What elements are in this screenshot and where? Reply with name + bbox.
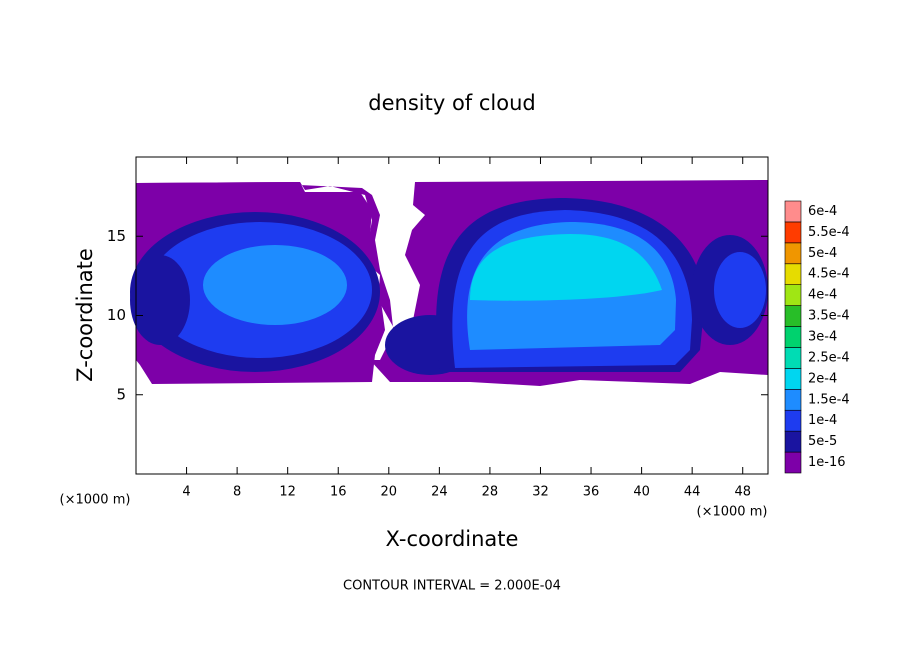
colorbar-box: [784, 221, 802, 244]
x-tick-label: 4: [182, 485, 190, 500]
x-tick-label: 28: [482, 485, 499, 500]
colorbar-label: 2e-4: [808, 371, 837, 386]
colorbar-box: [784, 263, 802, 285]
colorbar-label: 6e-4: [808, 204, 837, 219]
colorbar-label: 5e-5: [808, 434, 837, 449]
colorbar-label: 3e-4: [808, 330, 837, 345]
cloud-region: [470, 234, 662, 301]
x-axis-label: X-coordinate: [386, 527, 519, 551]
colorbar-box: [784, 368, 802, 390]
colorbar-label: 3.5e-4: [808, 309, 850, 324]
colorbar-label: 4.5e-4: [808, 267, 850, 282]
colorbar-label: 5.5e-4: [808, 225, 850, 240]
x-tick-label: 8: [233, 485, 241, 500]
colorbar-box: [784, 242, 802, 265]
x-tick-label: 36: [583, 485, 600, 500]
x-tick-label: 48: [734, 485, 751, 500]
footer: CONTOUR INTERVAL = 2.000E-04: [343, 579, 561, 594]
colorbar-label: 1e-4: [808, 413, 837, 428]
y-tick-label: 10: [107, 306, 126, 324]
y-tick-label: 5: [116, 385, 126, 403]
colorbar-label: 2.5e-4: [808, 350, 850, 365]
x-unit: (×1000 m): [697, 505, 768, 520]
colorbar-box: [784, 305, 802, 327]
x-tick-label: 20: [381, 485, 398, 500]
colorbar-box: [784, 347, 802, 369]
colorbar-box: [784, 430, 802, 453]
x-tick-label: 40: [633, 485, 650, 500]
chart-title: density of cloud: [368, 91, 535, 115]
colorbar-box: [784, 451, 802, 474]
y-unit: (×1000 m): [60, 493, 131, 508]
y-tick-label: 15: [107, 227, 126, 245]
cloud-region: [130, 255, 190, 345]
colorbar-box: [784, 389, 802, 411]
cloud-region: [714, 252, 766, 328]
colorbar-label: 5e-4: [808, 246, 837, 261]
x-tick-label: 44: [684, 485, 701, 500]
x-tick-label: 16: [330, 485, 347, 500]
contour-field: [130, 180, 768, 386]
x-tick-label: 24: [431, 485, 448, 500]
colorbar-box: [784, 326, 802, 348]
x-tick-label: 32: [532, 485, 549, 500]
colorbar-label: 1.5e-4: [808, 392, 850, 407]
colorbar-box: [784, 284, 802, 306]
colorbar-label: 4e-4: [808, 288, 837, 303]
colorbar-label: 1e-16: [808, 455, 846, 470]
y-axis-label: Z-coordinate: [73, 248, 97, 382]
colorbar-box: [784, 200, 802, 223]
colorbar-box: [784, 409, 802, 432]
cloud-region: [203, 245, 347, 325]
x-tick-label: 12: [279, 485, 296, 500]
